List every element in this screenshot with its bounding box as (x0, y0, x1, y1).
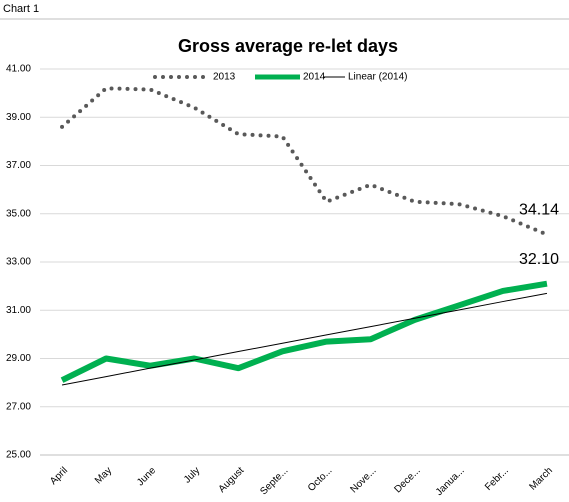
y-tick-label: 31.00 (6, 305, 31, 316)
series-line (60, 86, 549, 237)
y-tick-label: 41.00 (6, 64, 31, 75)
header: Chart 1 (3, 3, 39, 15)
legend-label: Linear (2014) (348, 72, 407, 83)
y-tick-label: 35.00 (6, 208, 31, 219)
x-tick-label: April (48, 465, 70, 487)
x-tick-label: Dece... (393, 465, 423, 495)
data-label: 32.10 (519, 251, 559, 268)
series-line (60, 280, 548, 383)
chart-title: Gross average re-let days (178, 36, 398, 56)
x-tick-label: August (217, 465, 247, 495)
x-tick-label: Janua... (434, 465, 467, 498)
x-tick-label: March (528, 465, 555, 492)
x-tick-label: May (93, 465, 114, 486)
x-tick-label: July (182, 465, 202, 485)
x-tick-label: Septe... (258, 465, 290, 497)
y-tick-label: 29.00 (6, 353, 31, 364)
y-tick-label: 33.00 (6, 257, 31, 268)
x-tick-label: Nove... (348, 465, 378, 495)
legend-label: 2013 (213, 72, 236, 83)
x-tick-label: Febr... (483, 465, 511, 493)
x-tick-label: June (135, 465, 158, 488)
data-label: 34.14 (519, 202, 559, 219)
y-tick-label: 25.00 (6, 450, 31, 461)
x-tick-label: Octo... (306, 465, 335, 494)
y-tick-label: 39.00 (6, 112, 31, 123)
legend-label: 2014 (303, 72, 326, 83)
series-line (61, 292, 548, 386)
y-tick-label: 37.00 (6, 160, 31, 171)
y-tick-label: 27.00 (6, 401, 31, 412)
